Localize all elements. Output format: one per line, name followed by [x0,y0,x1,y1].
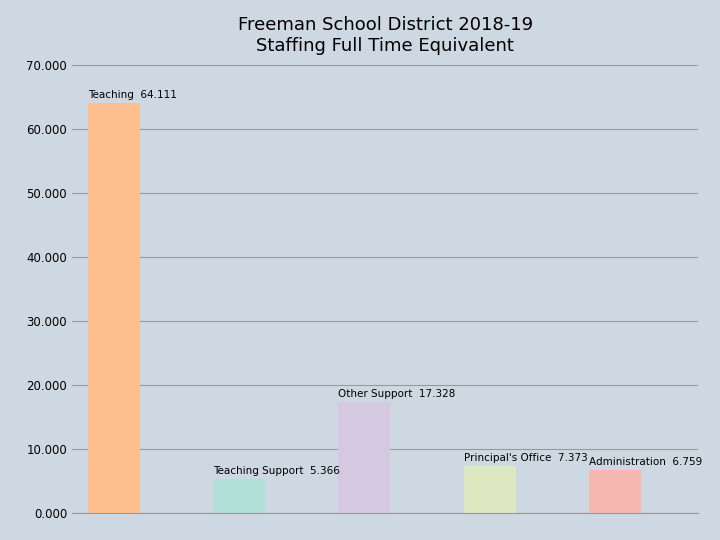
Bar [464,466,516,513]
Text: Teaching Support  5.366: Teaching Support 5.366 [213,466,340,476]
Bar [589,470,641,513]
Bar [213,478,265,513]
Bar [88,103,140,513]
Bar [338,402,390,513]
Text: Other Support  17.328: Other Support 17.328 [338,389,456,400]
Title: Freeman School District 2018-19
Staffing Full Time Equivalent: Freeman School District 2018-19 Staffing… [238,16,533,55]
Text: Teaching  64.111: Teaching 64.111 [88,90,176,100]
Text: Principal's Office  7.373: Principal's Office 7.373 [464,453,588,463]
Text: Administration  6.759: Administration 6.759 [589,457,702,467]
